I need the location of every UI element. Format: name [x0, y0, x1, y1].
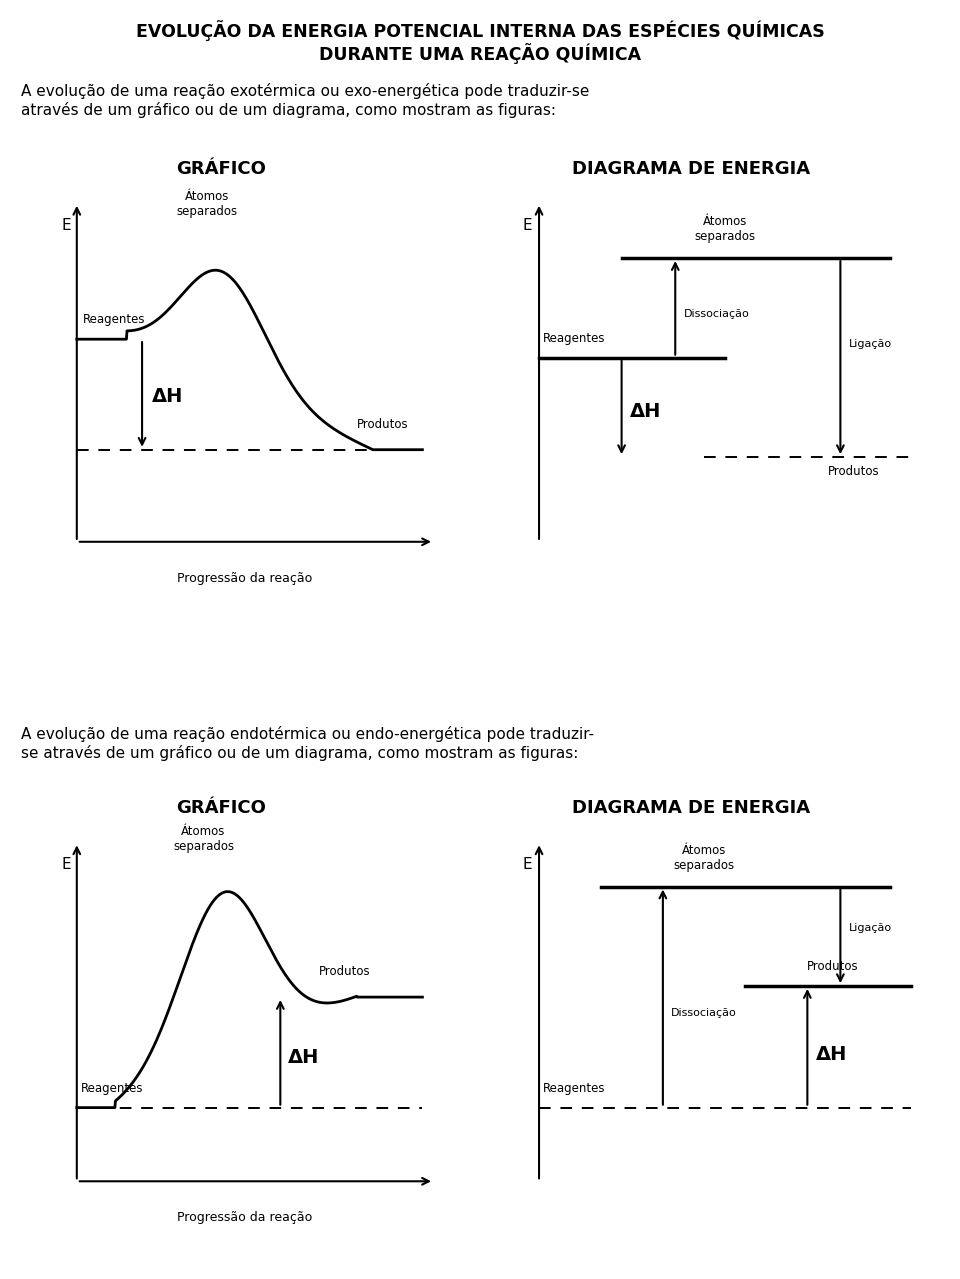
Text: DIAGRAMA DE ENERGIA: DIAGRAMA DE ENERGIA [572, 799, 810, 817]
Text: ΔH: ΔH [816, 1045, 847, 1064]
Text: Produtos: Produtos [319, 966, 371, 978]
Text: DIAGRAMA DE ENERGIA: DIAGRAMA DE ENERGIA [572, 160, 810, 178]
Text: Ligação: Ligação [849, 923, 892, 932]
Text: A evolução de uma reação endotérmica ou endo-energética pode traduzir-
se atravé: A evolução de uma reação endotérmica ou … [21, 726, 594, 761]
Text: Átomos
separados: Átomos separados [173, 825, 234, 853]
Text: E: E [61, 217, 71, 233]
Text: GRÁFICO: GRÁFICO [176, 160, 266, 178]
Text: Dissociação: Dissociação [671, 1008, 737, 1018]
Text: Ligação: Ligação [849, 339, 892, 349]
Text: EVOLUÇÃO DA ENERGIA POTENCIAL INTERNA DAS ESPÉCIES QUÍMICAS: EVOLUÇÃO DA ENERGIA POTENCIAL INTERNA DA… [135, 20, 825, 41]
Text: Átomos
separados: Átomos separados [674, 844, 734, 872]
Text: ΔH: ΔH [152, 386, 183, 405]
Text: Átomos
separados: Átomos separados [177, 189, 238, 217]
Text: Reagentes: Reagentes [543, 331, 606, 345]
Text: Átomos
separados: Átomos separados [694, 215, 756, 243]
Text: Produtos: Produtos [828, 466, 879, 478]
Text: DURANTE UMA REAÇÃO QUÍMICA: DURANTE UMA REAÇÃO QUÍMICA [319, 43, 641, 64]
Text: E: E [61, 857, 71, 872]
Text: Produtos: Produtos [807, 961, 859, 973]
Text: E: E [522, 857, 532, 872]
Text: Reagentes: Reagentes [83, 313, 145, 326]
Text: Produtos: Produtos [357, 418, 409, 431]
Text: ΔH: ΔH [288, 1049, 320, 1068]
Text: Reagentes: Reagentes [543, 1082, 606, 1095]
Text: ΔH: ΔH [630, 402, 661, 421]
Text: E: E [522, 217, 532, 233]
Text: A evolução de uma reação exotérmica ou exo-energética pode traduzir-se
através d: A evolução de uma reação exotérmica ou e… [21, 83, 589, 118]
Text: Reagentes: Reagentes [81, 1082, 143, 1095]
Text: GRÁFICO: GRÁFICO [176, 799, 266, 817]
Text: Progressão da reação: Progressão da reação [178, 1211, 312, 1224]
Text: Progressão da reação: Progressão da reação [178, 572, 312, 585]
Text: Dissociação: Dissociação [684, 310, 749, 318]
